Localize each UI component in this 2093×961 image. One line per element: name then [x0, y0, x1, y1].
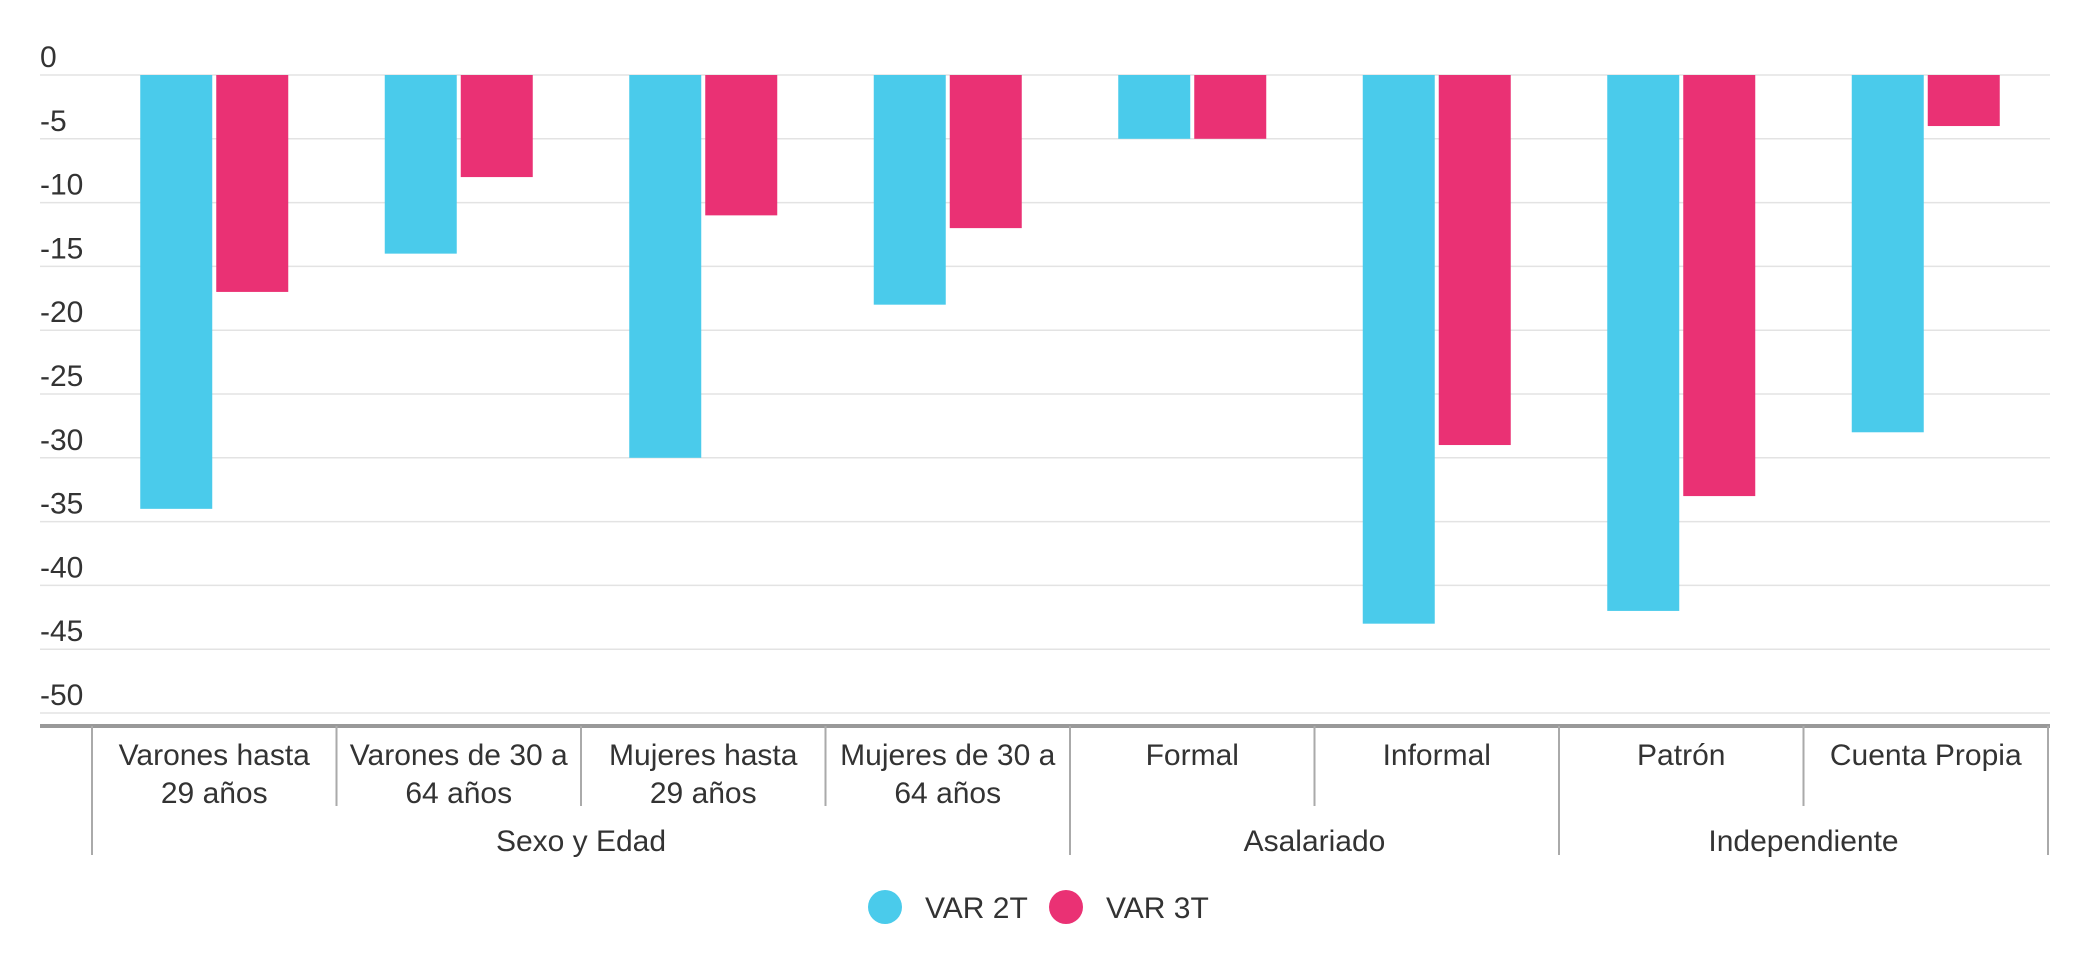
- y-tick-label: -40: [40, 551, 83, 584]
- x-tick-label: 29 años: [650, 777, 757, 810]
- x-tick-label: 64 años: [894, 777, 1001, 810]
- bar-var-2t[interactable]: [140, 75, 213, 509]
- bar-var-2t[interactable]: [873, 75, 946, 305]
- group-label: Sexo y Edad: [496, 825, 666, 858]
- y-tick-label: -45: [40, 615, 83, 648]
- group-label: Independiente: [1708, 825, 1898, 858]
- y-tick-label: 0: [40, 41, 57, 74]
- y-tick-label: -25: [40, 360, 83, 393]
- bars: [140, 75, 2000, 624]
- group-label: Asalariado: [1244, 825, 1386, 858]
- x-tick-label: Mujeres de 30 a: [840, 739, 1055, 772]
- bar-var-3t[interactable]: [705, 75, 778, 216]
- bar-var-3t[interactable]: [460, 75, 533, 178]
- x-tick-label: Varones hasta: [119, 739, 311, 772]
- bar-var-2t[interactable]: [1118, 75, 1191, 139]
- bar-var-2t[interactable]: [1607, 75, 1680, 611]
- y-tick-label: -30: [40, 424, 83, 457]
- bar-var-2t[interactable]: [384, 75, 457, 254]
- bar-var-3t[interactable]: [1927, 75, 2000, 127]
- y-tick-label: -35: [40, 488, 83, 521]
- x-tick-label: Mujeres hasta: [609, 739, 798, 772]
- x-axis: Varones hasta 29 años Varones de 30 a 64 añ…: [40, 724, 2050, 858]
- x-tick-label: Formal: [1146, 739, 1239, 772]
- x-tick-label: Cuenta Propia: [1830, 739, 2022, 772]
- legend-swatch: [868, 890, 902, 924]
- x-tick-label: 64 años: [405, 777, 512, 810]
- bar-var-3t[interactable]: [949, 75, 1022, 229]
- bar-var-2t[interactable]: [1362, 75, 1435, 624]
- legend-label: VAR 2T: [925, 892, 1028, 925]
- gridlines: [40, 74, 2050, 714]
- bar-var-2t[interactable]: [1851, 75, 1924, 433]
- legend-swatch: [1049, 890, 1083, 924]
- x-tick-label: Informal: [1383, 739, 1491, 772]
- x-tick-label: 29 años: [161, 777, 268, 810]
- y-tick-label: -10: [40, 169, 83, 202]
- legend-label: VAR 3T: [1106, 892, 1209, 925]
- x-tick-label: Varones de 30 a: [350, 739, 568, 772]
- x-tick-label: Patrón: [1637, 739, 1725, 772]
- y-tick-label: -50: [40, 679, 83, 712]
- bar-var-3t[interactable]: [1438, 75, 1511, 446]
- y-tick-label: -20: [40, 296, 83, 329]
- bar-var-2t[interactable]: [629, 75, 702, 458]
- y-tick-label: -15: [40, 232, 83, 265]
- legend-item[interactable]: VAR 3T: [1049, 890, 1209, 925]
- bar-var-3t[interactable]: [216, 75, 289, 292]
- y-axis-ticks: 0 -5 -10 -15 -20 -25 -30 -35 -40 -45 -50: [40, 41, 83, 712]
- legend[interactable]: VAR 2T VAR 3T: [868, 890, 1209, 925]
- legend-item[interactable]: VAR 2T: [868, 890, 1028, 925]
- bar-var-3t[interactable]: [1194, 75, 1267, 139]
- bar-var-3t[interactable]: [1683, 75, 1756, 497]
- y-tick-label: -5: [40, 105, 67, 138]
